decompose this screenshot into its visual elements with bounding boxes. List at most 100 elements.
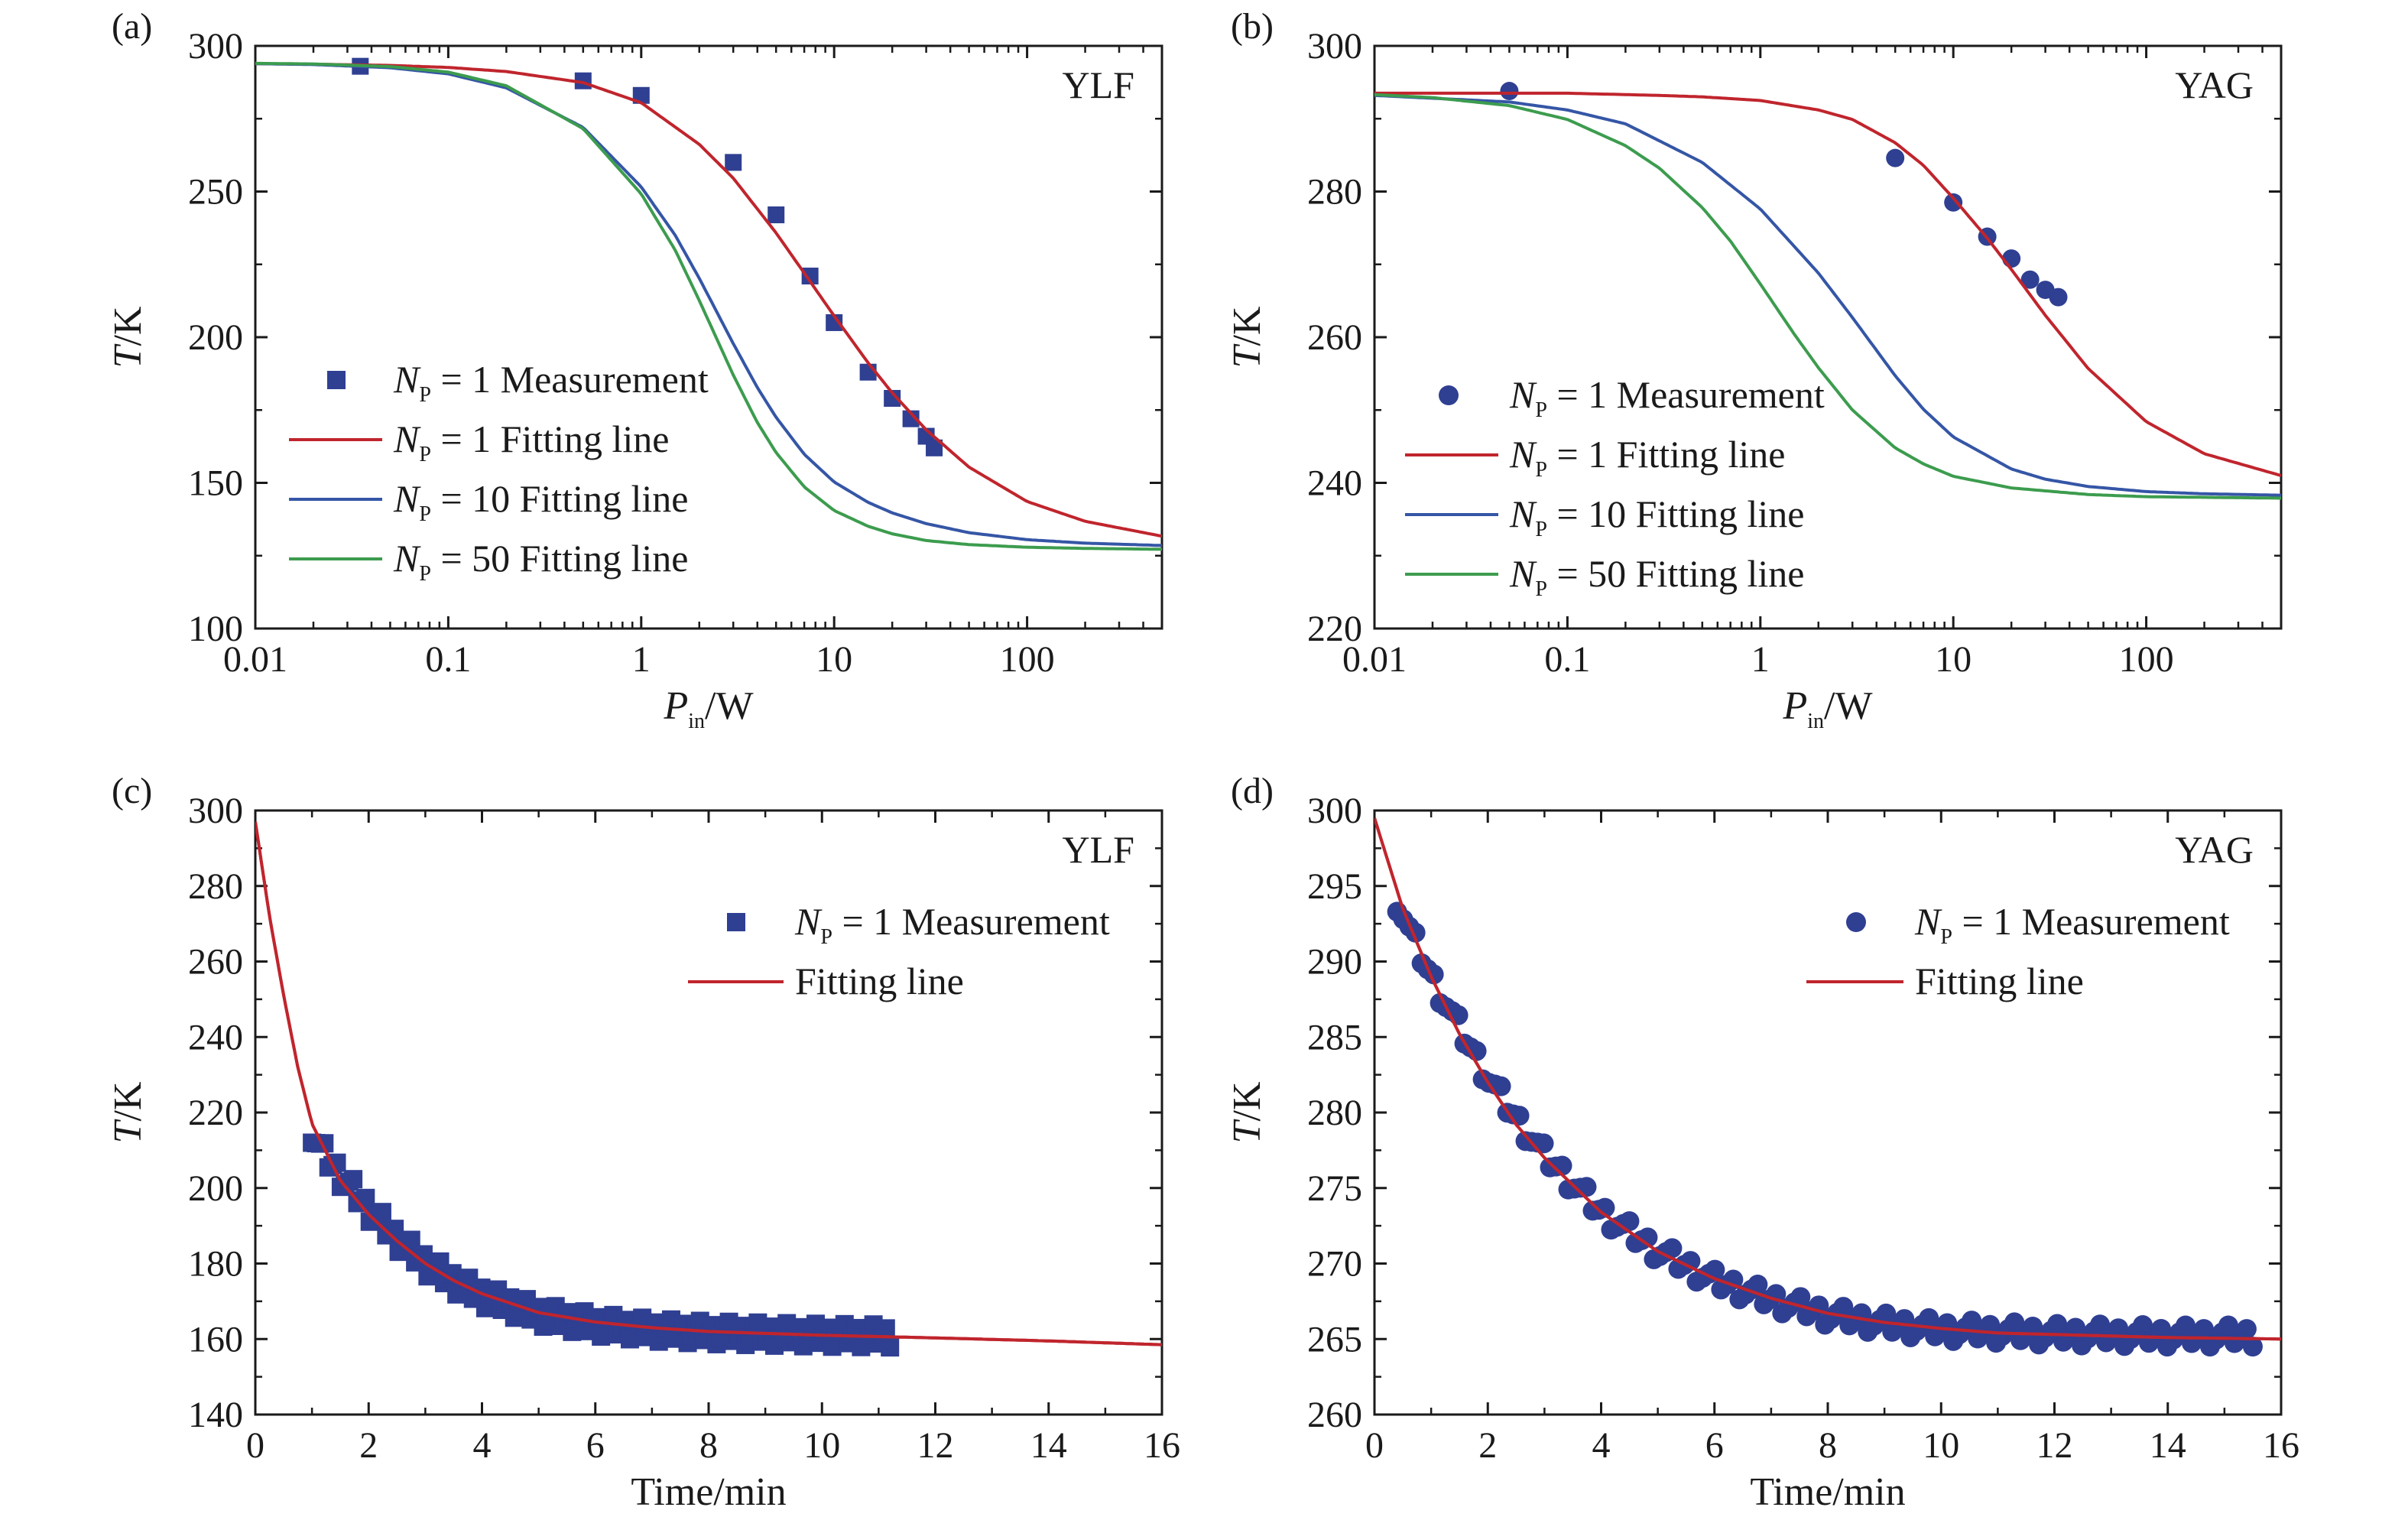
panel-label: (a)	[112, 6, 152, 47]
chart-panel-c: 140 160 180 200 220 240 260 280 300 0 2 4 6 8 10 12 14 16…	[106, 771, 1180, 1514]
y-tick-label: 270	[1307, 1244, 1362, 1285]
y-tick-label: 160	[188, 1319, 243, 1359]
x-tick-label: 4	[473, 1425, 492, 1466]
series-0-point	[1491, 1076, 1511, 1096]
y-tick-label: 240	[188, 1017, 243, 1057]
series-0-point	[632, 86, 650, 104]
legend-label: NP = 10 Fitting line	[1509, 492, 1805, 541]
y-tick-label: 300	[188, 26, 243, 67]
x-tick-label: 0.01	[1342, 639, 1407, 680]
x-tick-label: 2	[1478, 1425, 1497, 1466]
y-tick-label: 300	[1307, 26, 1362, 67]
series-0-point	[1662, 1238, 1683, 1259]
x-tick-label: 0.01	[223, 639, 287, 680]
series-0-point	[926, 439, 943, 456]
y-tick-label: 140	[188, 1395, 243, 1435]
x-tick-label: 10	[1935, 639, 1972, 680]
y-axis-title: T/K	[1225, 1081, 1269, 1143]
material-annotation: YLF	[1063, 63, 1134, 106]
x-tick-label: 2	[359, 1425, 378, 1466]
plot-frame	[254, 44, 1163, 630]
x-tick-label: 8	[699, 1425, 718, 1466]
series-0-point	[1876, 1303, 1897, 1324]
y-tick-label: 265	[1307, 1319, 1362, 1359]
y-tick-label: 200	[188, 1168, 243, 1209]
series-0-point	[2242, 1337, 2263, 1357]
x-tick-label: 0.1	[425, 639, 471, 680]
data-layer	[1374, 82, 2281, 500]
series-0-point	[884, 390, 901, 408]
y-tick-label: 200	[188, 317, 243, 358]
panel-label: (b)	[1231, 6, 1274, 47]
legend-label: NP = 1 Fitting line	[393, 417, 670, 466]
legend-marker-swatch	[327, 371, 346, 389]
series-0-point	[1500, 82, 1519, 101]
series-0-point	[372, 1203, 391, 1222]
series-1-line	[255, 62, 1162, 538]
x-tick-label: 6	[1705, 1425, 1724, 1466]
chart-panel-a: 100 150 200 250 300 0.01 0.1 1 10 100 Pin/W T/K (a) Y…	[106, 6, 1163, 733]
x-tick-label: 4	[1592, 1425, 1611, 1466]
y-tick-label: 260	[1307, 317, 1362, 358]
y-tick-label: 295	[1307, 866, 1362, 907]
material-annotation: YAG	[2175, 63, 2254, 106]
series-0-point	[826, 313, 843, 331]
series-0-point	[1619, 1211, 1640, 1232]
series-0-point	[1790, 1287, 1811, 1307]
y-axis-title: T/K	[1225, 306, 1269, 368]
x-tick-label: 16	[1144, 1425, 1180, 1466]
x-axis-title: Time/min	[1750, 1470, 1905, 1514]
x-tick-label: 10	[803, 1425, 840, 1466]
legend-marker-swatch	[727, 913, 745, 931]
y-tick-label: 100	[188, 609, 243, 649]
x-axis-title: Pin/W	[663, 684, 753, 733]
series-3-line	[255, 61, 1162, 551]
series-0-point	[1509, 1106, 1530, 1126]
legend-label: NP = 1 Measurement	[1509, 373, 1825, 422]
y-tick-label: 220	[188, 1093, 243, 1133]
series-0-point	[1533, 1133, 1554, 1154]
y-tick-label: 260	[1307, 1395, 1362, 1435]
x-tick-label: 12	[2036, 1425, 2073, 1466]
y-axis-title: T/K	[106, 306, 150, 368]
x-tick-label: 16	[2263, 1425, 2299, 1466]
chart-panel-b: 220 240 260 280 300 0.01 0.1 1 10 100 Pin/W T/K (b) Y…	[1225, 6, 2283, 733]
series-0-point	[768, 206, 785, 223]
legend: NP = 1 Measurement NP = 1 Fitting line NP …	[289, 358, 709, 586]
material-annotation: YLF	[1063, 828, 1134, 871]
x-tick-label: 10	[1923, 1425, 1959, 1466]
panel-label: (d)	[1231, 771, 1274, 811]
series-0-point	[876, 1319, 895, 1338]
y-tick-label: 280	[188, 866, 243, 907]
x-axis-title: Pin/W	[1782, 684, 1872, 733]
series-1-line-overlay	[1374, 817, 2281, 1341]
legend-marker-swatch	[1846, 912, 1866, 932]
x-tick-label: 100	[2119, 639, 2174, 680]
material-annotation: YAG	[2175, 828, 2254, 871]
series-2-line	[1374, 93, 2281, 497]
x-tick-label: 1	[632, 639, 651, 680]
panel-label: (c)	[112, 771, 152, 811]
series-0-point	[1552, 1155, 1572, 1176]
legend-label: NP = 1 Measurement	[393, 358, 709, 407]
series-0-point	[1833, 1297, 1854, 1317]
x-tick-label: 100	[1000, 639, 1055, 680]
y-tick-label: 240	[1307, 463, 1362, 504]
series-3-line	[1374, 93, 2281, 500]
legend-label: NP = 1 Fitting line	[1509, 433, 1786, 482]
y-tick-label: 285	[1307, 1017, 1362, 1057]
series-0-point	[725, 154, 742, 171]
legend: NP = 1 Measurement Fitting line	[1806, 900, 2230, 1002]
legend-label: NP = 50 Fitting line	[1509, 552, 1805, 601]
legend-label: NP = 10 Fitting line	[393, 477, 689, 526]
legend-marker-swatch	[1439, 385, 1459, 405]
x-tick-label: 14	[2150, 1425, 2186, 1466]
x-tick-label: 1	[1751, 639, 1770, 680]
series-0-point	[2049, 287, 2068, 307]
data-layer	[255, 821, 1162, 1357]
series-0-point	[1705, 1259, 1725, 1280]
x-tick-label: 14	[1030, 1425, 1067, 1466]
x-tick-label: 8	[1819, 1425, 1837, 1466]
y-tick-label: 300	[188, 791, 243, 831]
